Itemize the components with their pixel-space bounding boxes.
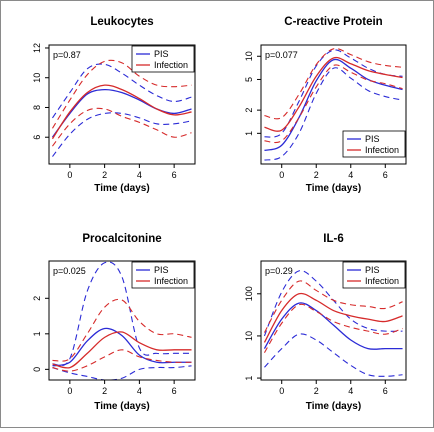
panel-4-pis-ci-lower-line — [264, 333, 403, 377]
panel-1-xlabel: Time (days) — [94, 183, 149, 194]
panel-3-infection-mean-line — [52, 331, 192, 369]
panel-4-xtick-label: 6 — [383, 386, 388, 396]
panel-2-infection-ci-upper-line — [264, 47, 403, 120]
panel-1-infection-ci-upper-line — [52, 59, 192, 129]
panel-4-title: IL-6 — [323, 233, 343, 245]
panel-1-series — [51, 59, 192, 157]
panel-1-xtick-label: 0 — [67, 170, 72, 180]
panel-3-ytick-label: 2 — [32, 296, 42, 301]
panel-1-infection-ci-lower-line — [52, 107, 192, 147]
panel-2-xtick-label: 4 — [348, 170, 353, 180]
panel-4-ytick-label: 1 — [244, 376, 254, 381]
panel-1-ytick-label: 8 — [32, 105, 42, 110]
panel-4-ytick-label: 10 — [244, 331, 254, 341]
panel-3-infection-ci-lower-line — [52, 349, 192, 372]
panel-2-xtick-label: 6 — [383, 170, 388, 180]
panel-1-title: Leukocytes — [90, 16, 153, 28]
panel-4: IL-6 0 2 4 6 1 10 100 Time (days) p=0.29 PISInfect… — [244, 233, 407, 412]
panel-3-plot-frame — [48, 260, 196, 381]
panel-4-plot-frame — [260, 260, 407, 381]
panel-4-xtick-label: 4 — [348, 386, 353, 396]
panel-3-xtick-label: 4 — [137, 386, 142, 396]
panel-3-title: Procalcitonine — [82, 233, 161, 245]
panel-3-legend-box — [131, 261, 195, 289]
panel-3-p-value: p=0.025 — [53, 266, 86, 276]
panel-4-p-value: p=0.29 — [265, 266, 293, 276]
panel-1-legend-label-pis: PIS — [154, 49, 169, 59]
panel-1-xtick-label: 4 — [137, 170, 142, 180]
panel-3-xtick-label: 6 — [172, 386, 177, 396]
panel-4-infection-mean-line — [263, 292, 403, 343]
panel-1-legend-box — [131, 45, 195, 73]
panel-2: C-reactive Protein 0 2 4 6 1 2 5 10 Time (days) p=… — [244, 16, 407, 194]
panel-2-pis-ci-lower-line — [264, 67, 403, 161]
panel-2-legend-label-infection: Infection — [365, 145, 399, 155]
panel-2-title: C-reactive Protein — [284, 16, 382, 28]
panel-4-legend-box — [342, 261, 406, 289]
panel-2-xlabel: Time (days) — [306, 183, 361, 194]
panel-2-ytick-label: 1 — [244, 131, 254, 136]
panel-1-legend-label-infection: Infection — [154, 60, 188, 70]
panel-1: Leukocytes 0 2 4 6 6 8 10 12 Time (days) p=0.87 PIS… — [32, 16, 196, 194]
panel-2-infection-ci-lower-line — [264, 64, 403, 144]
panel-4-xlabel: Time (days) — [306, 401, 361, 412]
panel-1-infection-mean-line — [51, 84, 192, 140]
panel-4-xtick-label: 2 — [314, 386, 319, 396]
panel-3: Procalcitonine 0 2 4 6 0 1 2 Time (days) p=0.025 P… — [32, 233, 196, 412]
panel-1-ytick-label: 12 — [32, 43, 42, 53]
panel-4-legend-label-pis: PIS — [365, 265, 380, 275]
panel-3-pis-ci-lower-line — [52, 365, 192, 380]
panel-4-infection-ci-lower-line — [263, 303, 403, 353]
panel-2-pis-mean-line — [264, 58, 403, 152]
panel-3-xtick-label: 0 — [67, 386, 72, 396]
panel-2-legend-box — [342, 130, 406, 158]
panel-1-ytick-label: 6 — [32, 135, 42, 140]
panel-3-ytick-label: 1 — [32, 331, 42, 336]
panel-4-legend-label-infection: Infection — [365, 276, 399, 286]
panel-4-ytick-label: 100 — [244, 286, 254, 301]
panel-3-legend-label-pis: PIS — [154, 265, 169, 275]
panel-1-xtick-label: 2 — [102, 170, 107, 180]
panel-2-xtick-label: 2 — [314, 170, 319, 180]
panel-2-xtick-label: 0 — [279, 170, 284, 180]
panel-3-ytick-label: 0 — [32, 367, 42, 372]
panel-3-legend-label-infection: Infection — [154, 276, 188, 286]
panel-1-plot-frame — [48, 44, 196, 165]
panel-3-series — [52, 261, 192, 380]
panel-1-pis-ci-upper-line — [52, 63, 192, 119]
panel-3-xtick-label: 2 — [102, 386, 107, 396]
panel-2-ytick-label: 10 — [244, 51, 254, 61]
panel-2-pis-ci-upper-line — [264, 49, 403, 138]
panel-2-ytick-label: 2 — [244, 108, 254, 113]
panel-4-infection-ci-upper-line — [263, 280, 403, 333]
panel-1-pis-ci-lower-line — [52, 112, 192, 157]
panel-1-pis-mean-line — [51, 88, 192, 138]
panel-4-series — [263, 270, 403, 377]
panel-2-legend-label-pis: PIS — [365, 134, 380, 144]
panel-4-xtick-label: 0 — [279, 386, 284, 396]
panel-1-ytick-label: 10 — [32, 73, 42, 83]
panel-3-xlabel: Time (days) — [94, 401, 149, 412]
panel-1-p-value: p=0.87 — [53, 50, 81, 60]
panel-2-plot-frame — [260, 44, 407, 165]
panel-3-infection-ci-upper-line — [52, 298, 192, 362]
panel-4-pis-mean-line — [263, 302, 403, 350]
panel-3-pis-ci-upper-line — [52, 261, 192, 367]
panel-2-p-value: p=0.077 — [265, 50, 298, 60]
panel-2-infection-mean-line — [264, 56, 403, 132]
panel-2-series — [264, 47, 403, 161]
panel-2-ytick-label: 5 — [244, 77, 254, 82]
panel-1-xtick-label: 6 — [172, 170, 177, 180]
